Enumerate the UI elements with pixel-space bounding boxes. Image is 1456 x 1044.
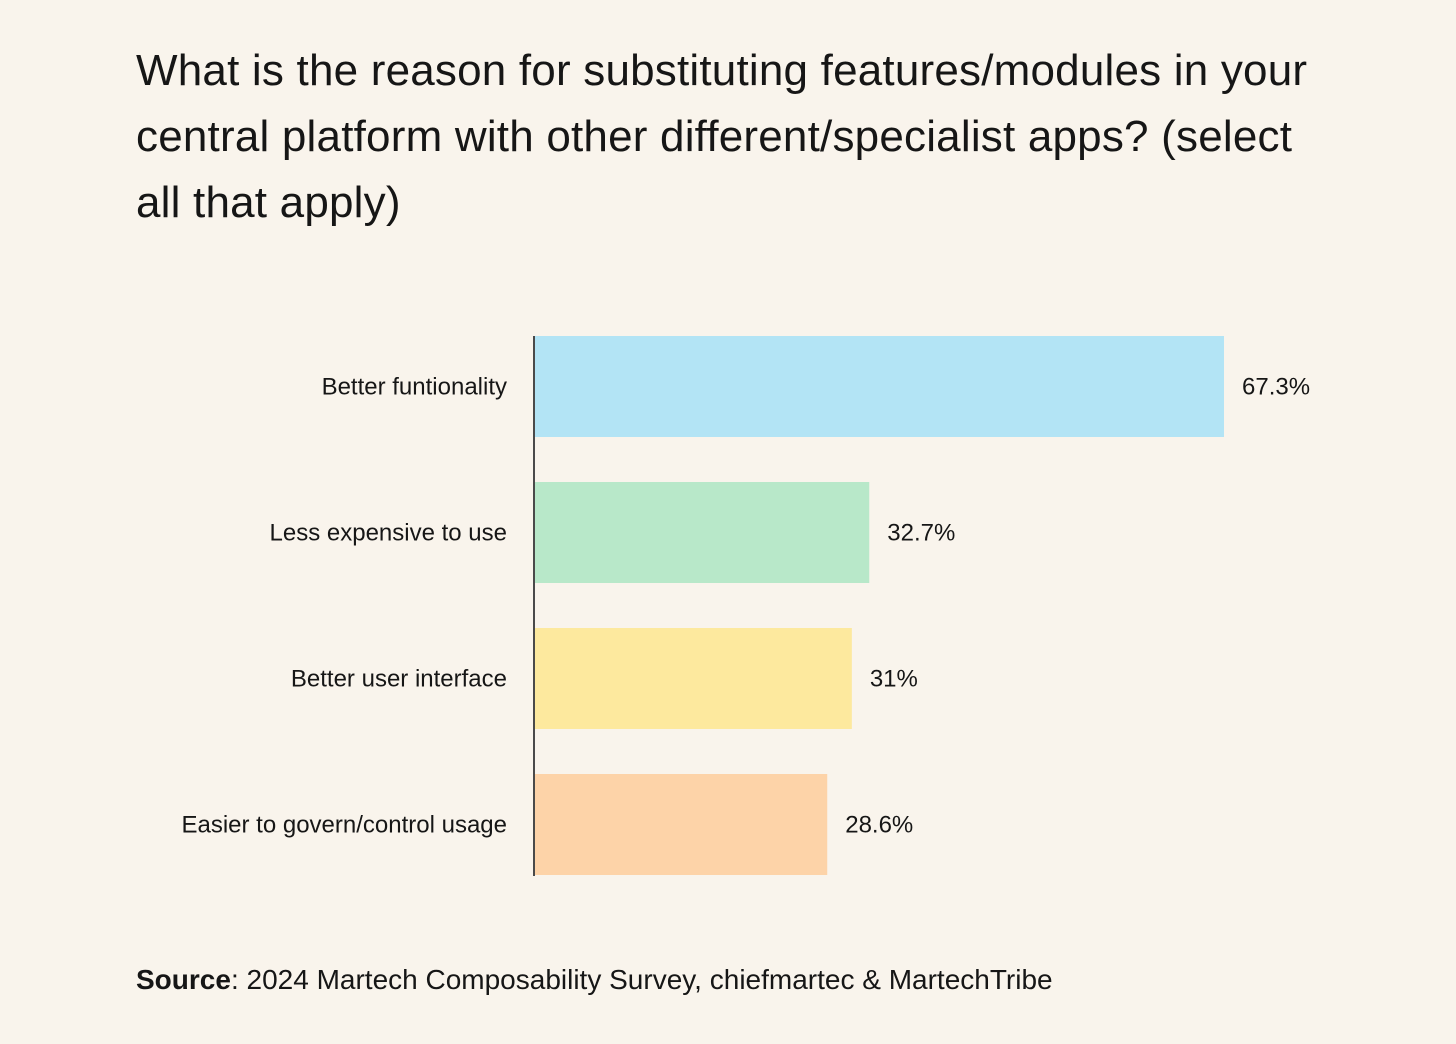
data-label: 67.3% <box>1242 374 1310 401</box>
chart-title: What is the reason for substituting feat… <box>136 46 1308 227</box>
bar-1 <box>534 482 870 583</box>
category-label: Easier to govern/control usage <box>181 812 507 839</box>
category-label: Less expensive to use <box>270 520 507 547</box>
bar-2 <box>534 628 852 729</box>
bar-3 <box>534 774 828 875</box>
category-label: Better funtionality <box>322 374 507 401</box>
data-label: 31% <box>870 666 918 693</box>
bar-0 <box>534 336 1224 437</box>
source-note: Source: 2024 Martech Composability Surve… <box>136 964 1053 996</box>
source-text: : 2024 Martech Composability Survey, chi… <box>230 964 1053 995</box>
data-label: 28.6% <box>845 812 913 839</box>
data-label: 32.7% <box>887 520 955 547</box>
source-label: Source <box>136 964 231 995</box>
category-label: Better user interface <box>291 666 507 693</box>
